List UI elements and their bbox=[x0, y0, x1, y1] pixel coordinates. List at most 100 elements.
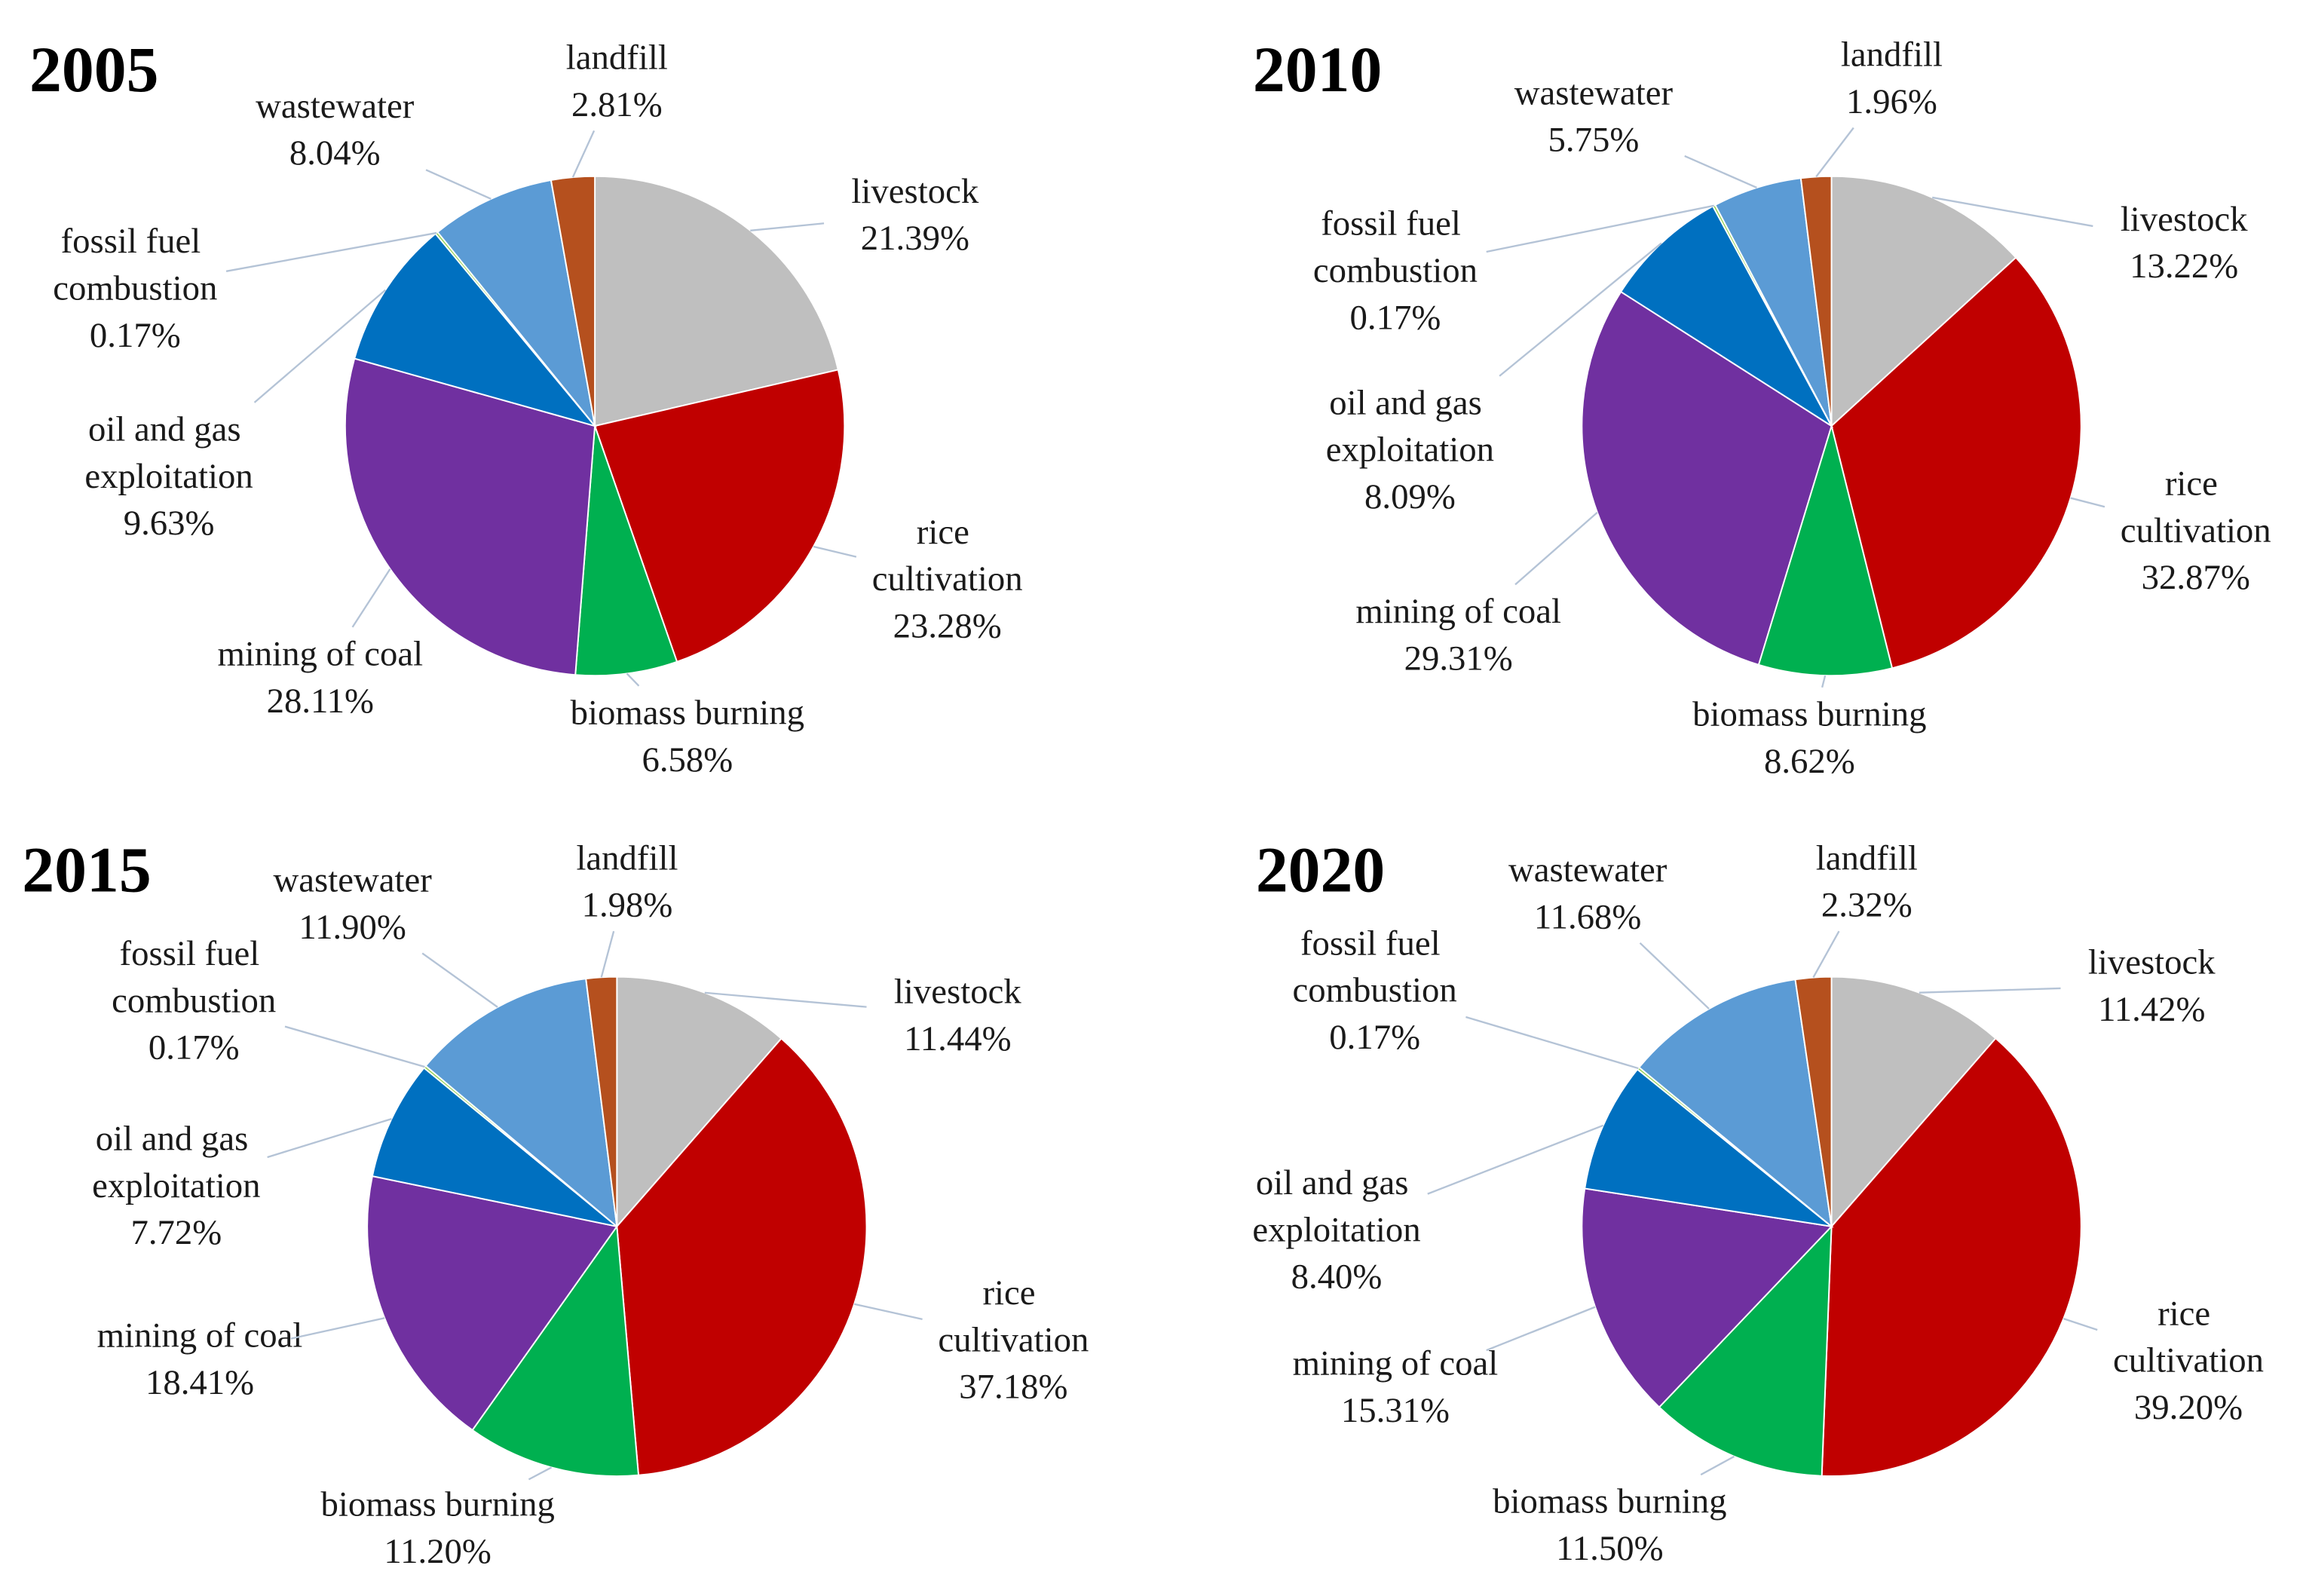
slice-value-label: 23.28% bbox=[893, 607, 1002, 646]
pie-slice bbox=[1581, 1187, 1833, 1408]
slice-value-label: 0.17% bbox=[1350, 298, 1441, 337]
slice-label: livestock bbox=[894, 973, 1021, 1012]
leader-line bbox=[626, 672, 640, 687]
slice-label: biomass burning bbox=[571, 694, 804, 733]
chart-title: 2010 bbox=[1253, 34, 1382, 106]
pie-slice bbox=[1619, 205, 1834, 428]
slice-label: mining of coal bbox=[217, 635, 423, 674]
slice-label: rice cultivation bbox=[2113, 1294, 2264, 1380]
slice-label: wastewater bbox=[1508, 850, 1668, 890]
pie-slice bbox=[616, 976, 782, 1229]
slice-value-label: 5.75% bbox=[1548, 121, 1640, 160]
slice-label: fossil fuel combustion bbox=[1313, 204, 1478, 290]
leader-line bbox=[253, 289, 387, 403]
leader-line bbox=[1931, 196, 2093, 228]
leader-line bbox=[1821, 675, 1827, 688]
slice-value-label: 28.11% bbox=[267, 682, 374, 721]
slice-value-label: 8.09% bbox=[1364, 477, 1456, 516]
pie-slice bbox=[593, 369, 846, 663]
leader-line bbox=[600, 930, 615, 978]
slice-value-label: 8.62% bbox=[1764, 742, 1855, 781]
slice-value-label: 11.42% bbox=[2098, 990, 2205, 1029]
pie-slice bbox=[1658, 1224, 1833, 1477]
slice-value-label: 8.04% bbox=[289, 133, 381, 173]
chart-title: 2005 bbox=[29, 34, 158, 106]
leader-line bbox=[1427, 1124, 1604, 1195]
leader-line bbox=[2063, 1318, 2098, 1331]
slice-label: biomass burning bbox=[1692, 694, 1926, 734]
leader-line bbox=[267, 1117, 392, 1159]
leader-line bbox=[704, 991, 867, 1008]
slice-value-label: 11.68% bbox=[1534, 897, 1641, 936]
slice-label: wastewater bbox=[274, 861, 433, 900]
slice-label: fossil fuel combustion bbox=[112, 934, 276, 1020]
chart-title: 2020 bbox=[1256, 835, 1385, 906]
slice-value-label: 21.39% bbox=[861, 219, 969, 258]
slice-label: landfill bbox=[566, 38, 668, 78]
slice-label: livestock bbox=[2088, 943, 2216, 982]
pie-slice bbox=[594, 175, 839, 427]
slice-value-label: 2.32% bbox=[1821, 886, 1913, 925]
slice-label: wastewater bbox=[1514, 73, 1674, 112]
leader-line bbox=[853, 1303, 923, 1321]
leader-line bbox=[750, 222, 825, 231]
slice-value-label: 37.18% bbox=[959, 1368, 1067, 1407]
slice-value-label: 15.31% bbox=[1341, 1391, 1450, 1430]
slice-value-label: 2.81% bbox=[571, 85, 663, 124]
slice-label: livestock bbox=[851, 172, 978, 211]
slice-value-label: 11.50% bbox=[1556, 1529, 1663, 1568]
slice-label: mining of coal bbox=[1355, 592, 1561, 631]
pie-slice bbox=[424, 978, 618, 1229]
pie-slice bbox=[1581, 290, 1833, 666]
slice-value-label: 18.41% bbox=[145, 1363, 254, 1402]
slice-value-label: 0.17% bbox=[90, 316, 181, 355]
pie-slice bbox=[1830, 976, 1997, 1229]
slice-label: biomass burning bbox=[320, 1485, 554, 1524]
slice-value-label: 39.20% bbox=[2134, 1388, 2243, 1427]
leader-line bbox=[1812, 930, 1840, 979]
slice-value-label: 0.17% bbox=[1329, 1018, 1420, 1057]
pie-slice bbox=[585, 976, 618, 1227]
pie-slice bbox=[1757, 423, 1894, 677]
leader-line bbox=[284, 1025, 425, 1068]
leader-line bbox=[351, 568, 391, 628]
leader-line bbox=[1499, 242, 1662, 377]
slice-label: livestock bbox=[2121, 200, 2248, 239]
leader-line bbox=[1700, 1455, 1735, 1476]
chart-title: 2015 bbox=[22, 835, 151, 906]
leader-line bbox=[1919, 987, 2061, 994]
pie-slice bbox=[344, 357, 596, 676]
slice-value-label: 1.98% bbox=[582, 886, 673, 925]
leader-line bbox=[1684, 155, 1757, 189]
leader-line bbox=[528, 1466, 553, 1481]
slice-value-label: 13.22% bbox=[2130, 247, 2238, 286]
slice-label: landfill bbox=[1841, 35, 1943, 75]
pie-slice bbox=[471, 1224, 640, 1477]
slice-value-label: 9.63% bbox=[124, 504, 215, 543]
pie-slice bbox=[616, 1037, 868, 1476]
leader-line bbox=[225, 231, 437, 272]
leader-line bbox=[813, 545, 857, 558]
slice-label: mining of coal bbox=[97, 1316, 303, 1356]
slice-label: wastewater bbox=[256, 87, 415, 126]
leader-line bbox=[425, 169, 492, 200]
slice-value-label: 0.17% bbox=[149, 1028, 240, 1068]
leader-line bbox=[1514, 511, 1598, 586]
slice-value-label: 11.90% bbox=[299, 908, 406, 947]
slice-value-label: 11.20% bbox=[384, 1532, 491, 1571]
pie-slice bbox=[371, 1067, 617, 1227]
leader-line bbox=[1486, 1306, 1596, 1352]
pie-slice bbox=[1821, 1037, 2082, 1477]
slice-value-label: 32.87% bbox=[2142, 558, 2250, 597]
slice-value-label: 8.40% bbox=[1291, 1258, 1383, 1297]
slice-label: biomass burning bbox=[1493, 1482, 1726, 1521]
slice-label: rice cultivation bbox=[938, 1273, 1089, 1359]
slice-label: oil and gas exploitation bbox=[1326, 383, 1494, 469]
slice-label: oil and gas exploitation bbox=[84, 409, 253, 495]
slice-label: rice cultivation bbox=[872, 513, 1023, 599]
slice-label: fossil fuel combustion bbox=[1293, 924, 1457, 1009]
slice-label: oil and gas exploitation bbox=[92, 1120, 260, 1205]
pie-slice bbox=[1637, 979, 1833, 1229]
